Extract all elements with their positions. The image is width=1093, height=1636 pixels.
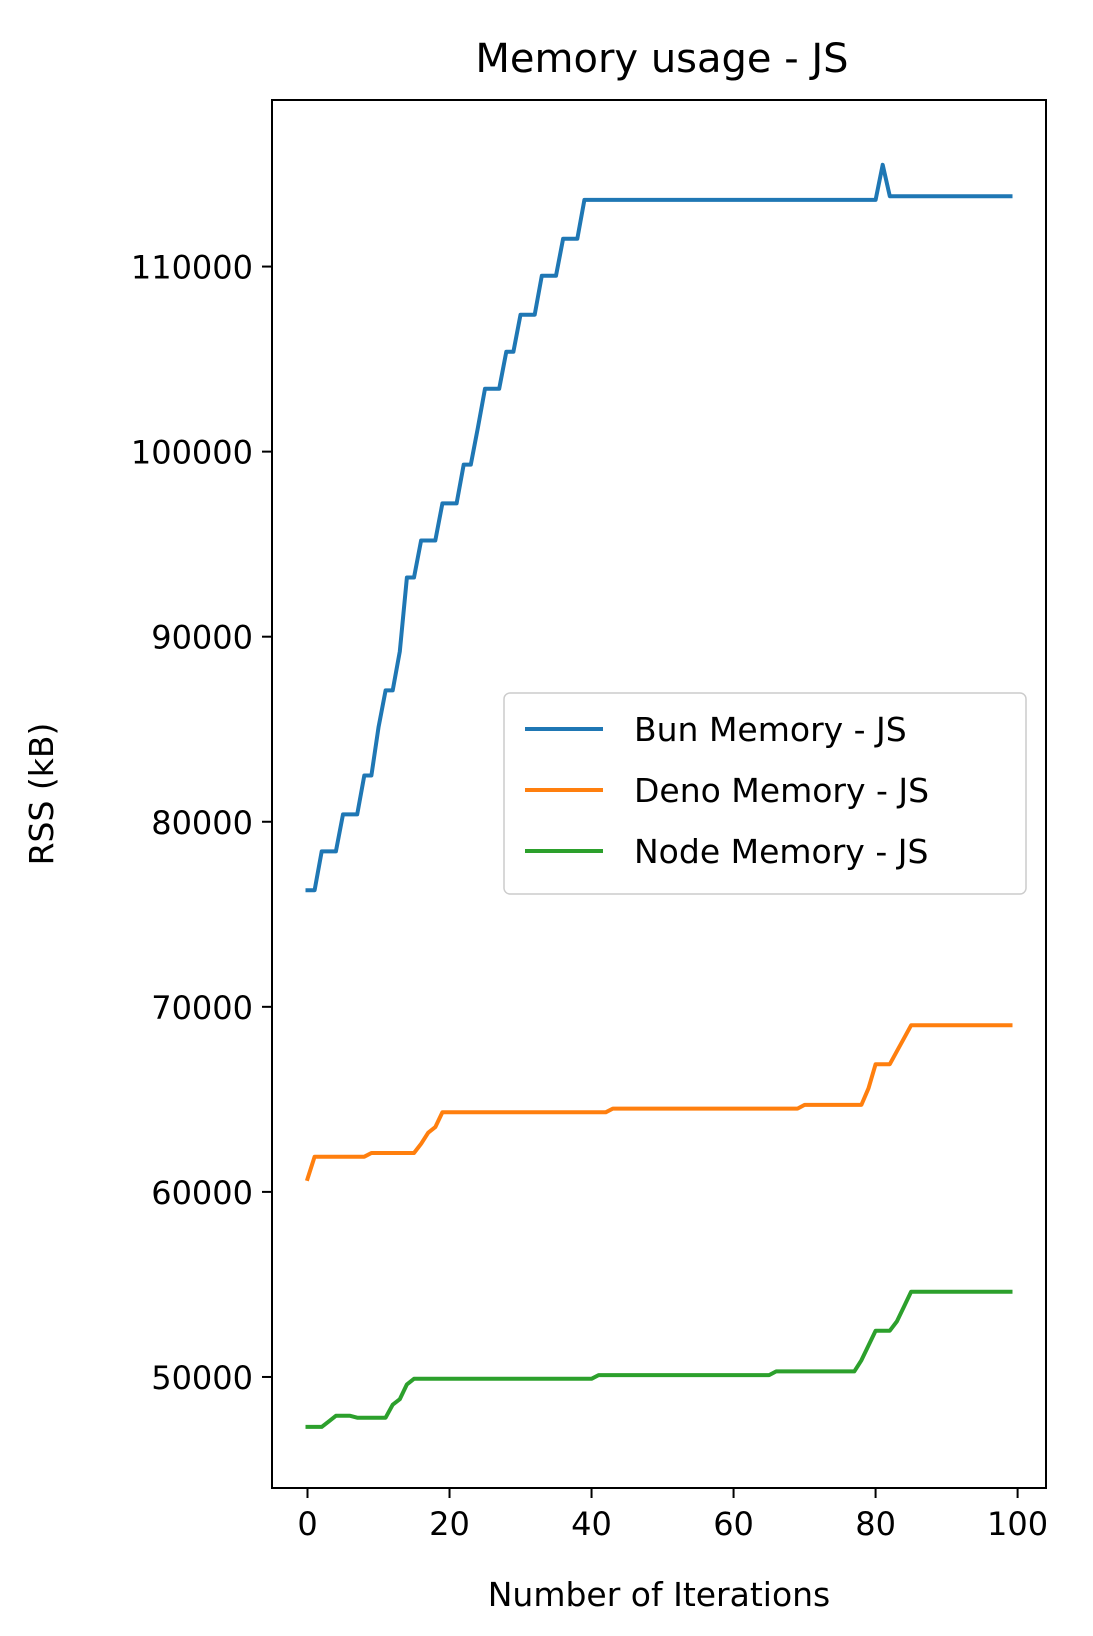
x-tick-label: 80 bbox=[855, 1505, 896, 1543]
legend-label-node: Node Memory - JS bbox=[634, 832, 928, 871]
series-line-deno bbox=[304, 1023, 1013, 1182]
y-tick-label: 110000 bbox=[131, 249, 253, 287]
legend-label-deno: Deno Memory - JS bbox=[634, 771, 929, 810]
legend-frame bbox=[503, 692, 1027, 895]
chart-title: Memory usage - JS bbox=[475, 36, 848, 82]
y-tick-label: 100000 bbox=[131, 434, 253, 472]
legend: Bun Memory - JS Deno Memory - JS Node Memo… bbox=[503, 692, 1027, 895]
x-tick-label: 0 bbox=[297, 1505, 317, 1543]
x-tick-label: 100 bbox=[987, 1505, 1048, 1543]
series-line-bun bbox=[305, 162, 1013, 893]
series-layer bbox=[304, 162, 1013, 1429]
legend-label-bun: Bun Memory - JS bbox=[634, 710, 907, 749]
x-tick-label: 60 bbox=[713, 1505, 754, 1543]
x-tick-label: 20 bbox=[429, 1505, 470, 1543]
y-tick-label: 90000 bbox=[151, 619, 253, 657]
y-tick-label: 50000 bbox=[151, 1359, 253, 1397]
plot-frame bbox=[271, 99, 1047, 1489]
ticks-layer: 0 20 40 60 80 100 50000 60000 70000 80000 90000 100… bbox=[131, 249, 1048, 1543]
y-tick-label: 80000 bbox=[151, 804, 253, 842]
y-tick-label: 70000 bbox=[151, 989, 253, 1027]
y-tick-label: 60000 bbox=[151, 1174, 253, 1212]
x-tick-label: 40 bbox=[571, 1505, 612, 1543]
x-axis-label: Number of Iterations bbox=[488, 1575, 831, 1614]
series-line-node bbox=[305, 1289, 1013, 1429]
y-axis-label: RSS (kB) bbox=[22, 723, 61, 866]
